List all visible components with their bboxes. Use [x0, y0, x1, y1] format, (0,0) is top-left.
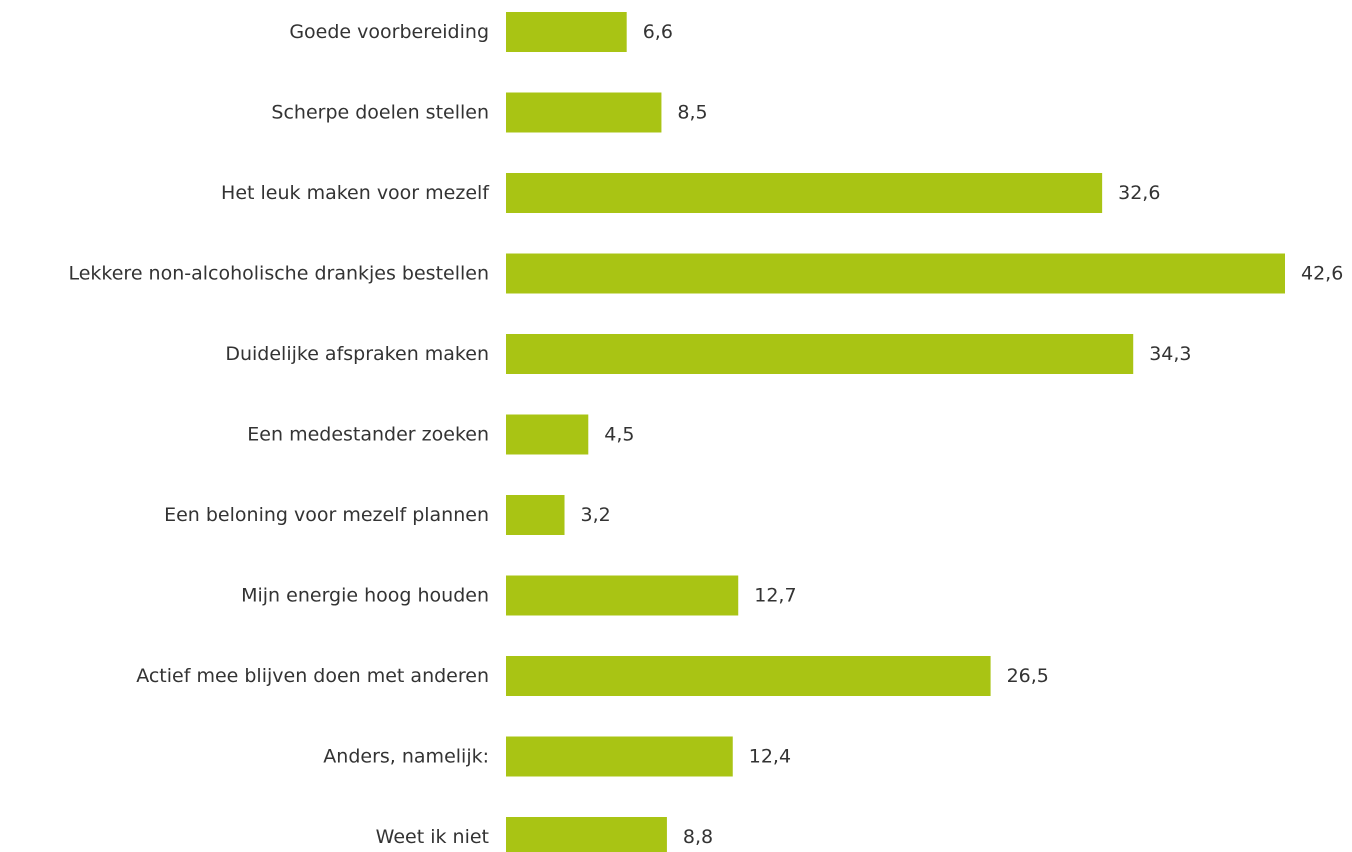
bar [506, 92, 662, 133]
category-label: Een beloning voor mezelf plannen [164, 504, 489, 526]
bar [506, 12, 627, 52]
value-labels: 6,6 8,5 32,6 42,6 34,3 4,5 3,2 12,7 26,5 12,4 8,8 [581, 21, 1344, 848]
bar [506, 495, 565, 535]
data-label: 8,8 [683, 826, 713, 848]
category-label: Actief mee blijven doen met anderen [136, 665, 489, 687]
category-label: Lekkere non-alcoholische drankjes bestel… [68, 263, 489, 285]
bar [506, 414, 589, 455]
bar [506, 334, 1134, 374]
category-label: Het leuk maken voor mezelf [221, 182, 490, 204]
category-label: Goede voorbereiding [289, 21, 489, 43]
category-label: Anders, namelijk: [323, 746, 489, 768]
data-label: 6,6 [643, 21, 673, 43]
data-label: 26,5 [1007, 665, 1049, 687]
data-label: 32,6 [1118, 182, 1160, 204]
data-label: 42,6 [1301, 263, 1343, 285]
bars-group [506, 12, 1285, 852]
bar [506, 817, 667, 852]
bar [506, 173, 1103, 213]
data-label: 8,5 [677, 102, 707, 124]
data-label: 34,3 [1149, 343, 1191, 365]
data-label: 3,2 [581, 504, 611, 526]
bar [506, 253, 1285, 294]
bar [506, 736, 733, 777]
category-label: Mijn energie hoog houden [241, 585, 489, 607]
data-label: 4,5 [604, 424, 634, 446]
category-label: Een medestander zoeken [247, 424, 489, 446]
category-label: Scherpe doelen stellen [271, 102, 489, 124]
bar [506, 656, 991, 696]
category-labels: Goede voorbereiding Scherpe doelen stelle… [68, 21, 490, 848]
category-label: Weet ik niet [376, 826, 489, 848]
category-label: Duidelijke afspraken maken [225, 343, 489, 365]
data-label: 12,7 [754, 585, 796, 607]
bar [506, 575, 739, 616]
data-label: 12,4 [749, 746, 791, 768]
